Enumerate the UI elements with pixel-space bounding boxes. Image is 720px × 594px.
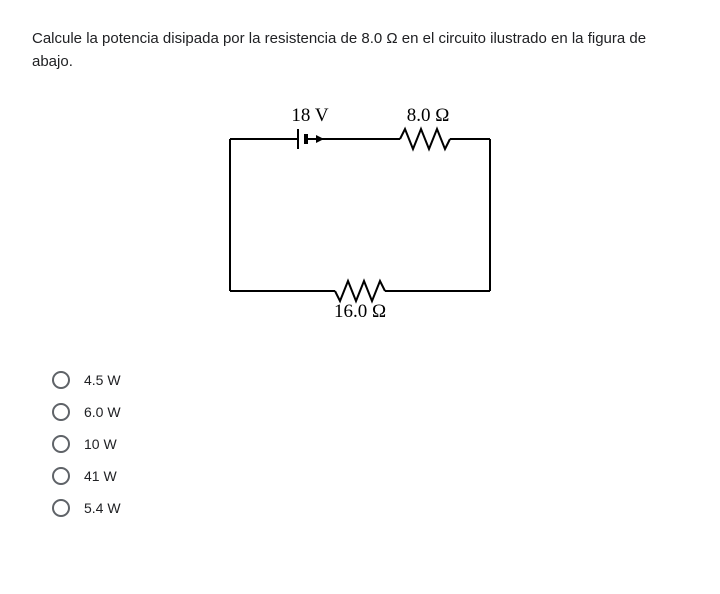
question-text: Calcule la potencia disipada por la resi… — [32, 28, 688, 73]
radio-icon — [52, 467, 70, 485]
option-label: 41 W — [84, 468, 117, 484]
option-item[interactable]: 41 W — [52, 467, 688, 485]
resistor-top-label: 8.0 Ω — [407, 105, 450, 126]
option-item[interactable]: 6.0 W — [52, 403, 688, 421]
option-label: 10 W — [84, 436, 117, 452]
options-list: 4.5 W 6.0 W 10 W 41 W 5.4 W — [52, 371, 688, 517]
radio-icon — [52, 403, 70, 421]
radio-icon — [52, 499, 70, 517]
resistor-bottom-label: 16.0 Ω — [334, 301, 386, 322]
option-label: 4.5 W — [84, 372, 121, 388]
option-item[interactable]: 4.5 W — [52, 371, 688, 389]
radio-icon — [52, 371, 70, 389]
circuit-diagram: 18 V 8.0 Ω — [32, 101, 688, 341]
voltage-label: 18 V — [291, 105, 328, 126]
radio-icon — [52, 435, 70, 453]
option-label: 6.0 W — [84, 404, 121, 420]
option-item[interactable]: 10 W — [52, 435, 688, 453]
option-label: 5.4 W — [84, 500, 121, 516]
option-item[interactable]: 5.4 W — [52, 499, 688, 517]
